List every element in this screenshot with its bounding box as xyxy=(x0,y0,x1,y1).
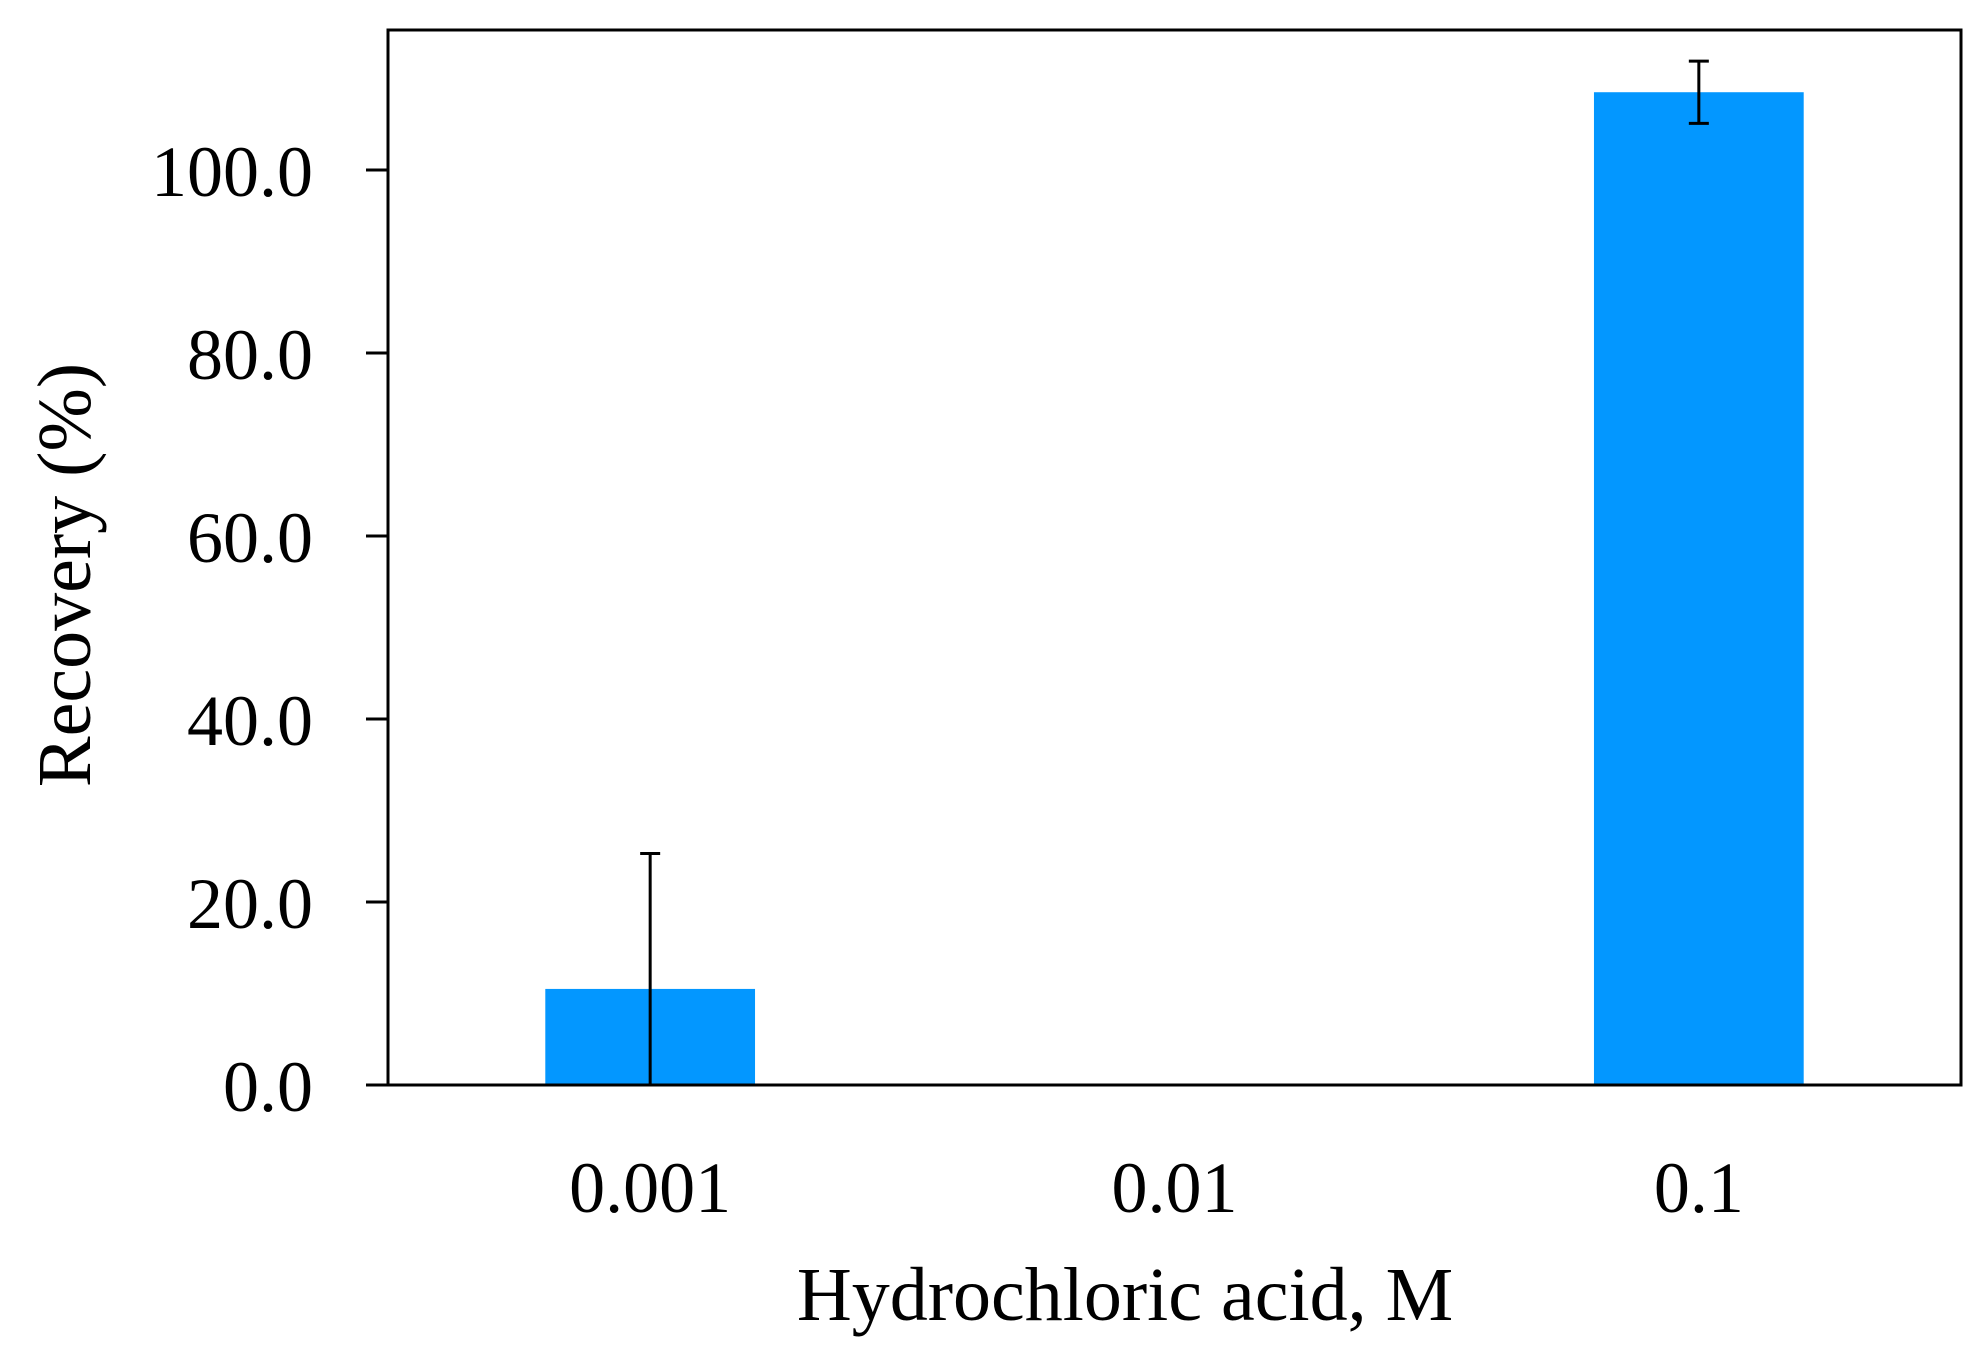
x-tick-label: 0.1 xyxy=(1654,1148,1744,1228)
y-tick-label: 20.0 xyxy=(187,864,313,944)
bars-layer xyxy=(545,92,1804,1086)
y-tick-label: 60.0 xyxy=(187,498,313,578)
y-axis: 0.0 20.0 40.0 60.0 80.0 100.0 xyxy=(151,132,388,1127)
error-bars-layer xyxy=(640,59,1709,1085)
y-tick-label: 100.0 xyxy=(151,132,313,212)
y-tick-label: 40.0 xyxy=(187,681,313,761)
x-axis: 0.001 0.01 0.1 xyxy=(366,1083,1961,1228)
y-tick-label: 80.0 xyxy=(187,315,313,395)
x-tick-label: 0.001 xyxy=(569,1148,731,1228)
x-tick-label: 0.01 xyxy=(1112,1148,1238,1228)
x-axis-title: Hydrochloric acid, M xyxy=(797,1253,1453,1337)
y-tick-label: 0.0 xyxy=(223,1047,313,1127)
bar xyxy=(1593,92,1804,1086)
y-axis-title: Recovery (%) xyxy=(23,363,107,787)
